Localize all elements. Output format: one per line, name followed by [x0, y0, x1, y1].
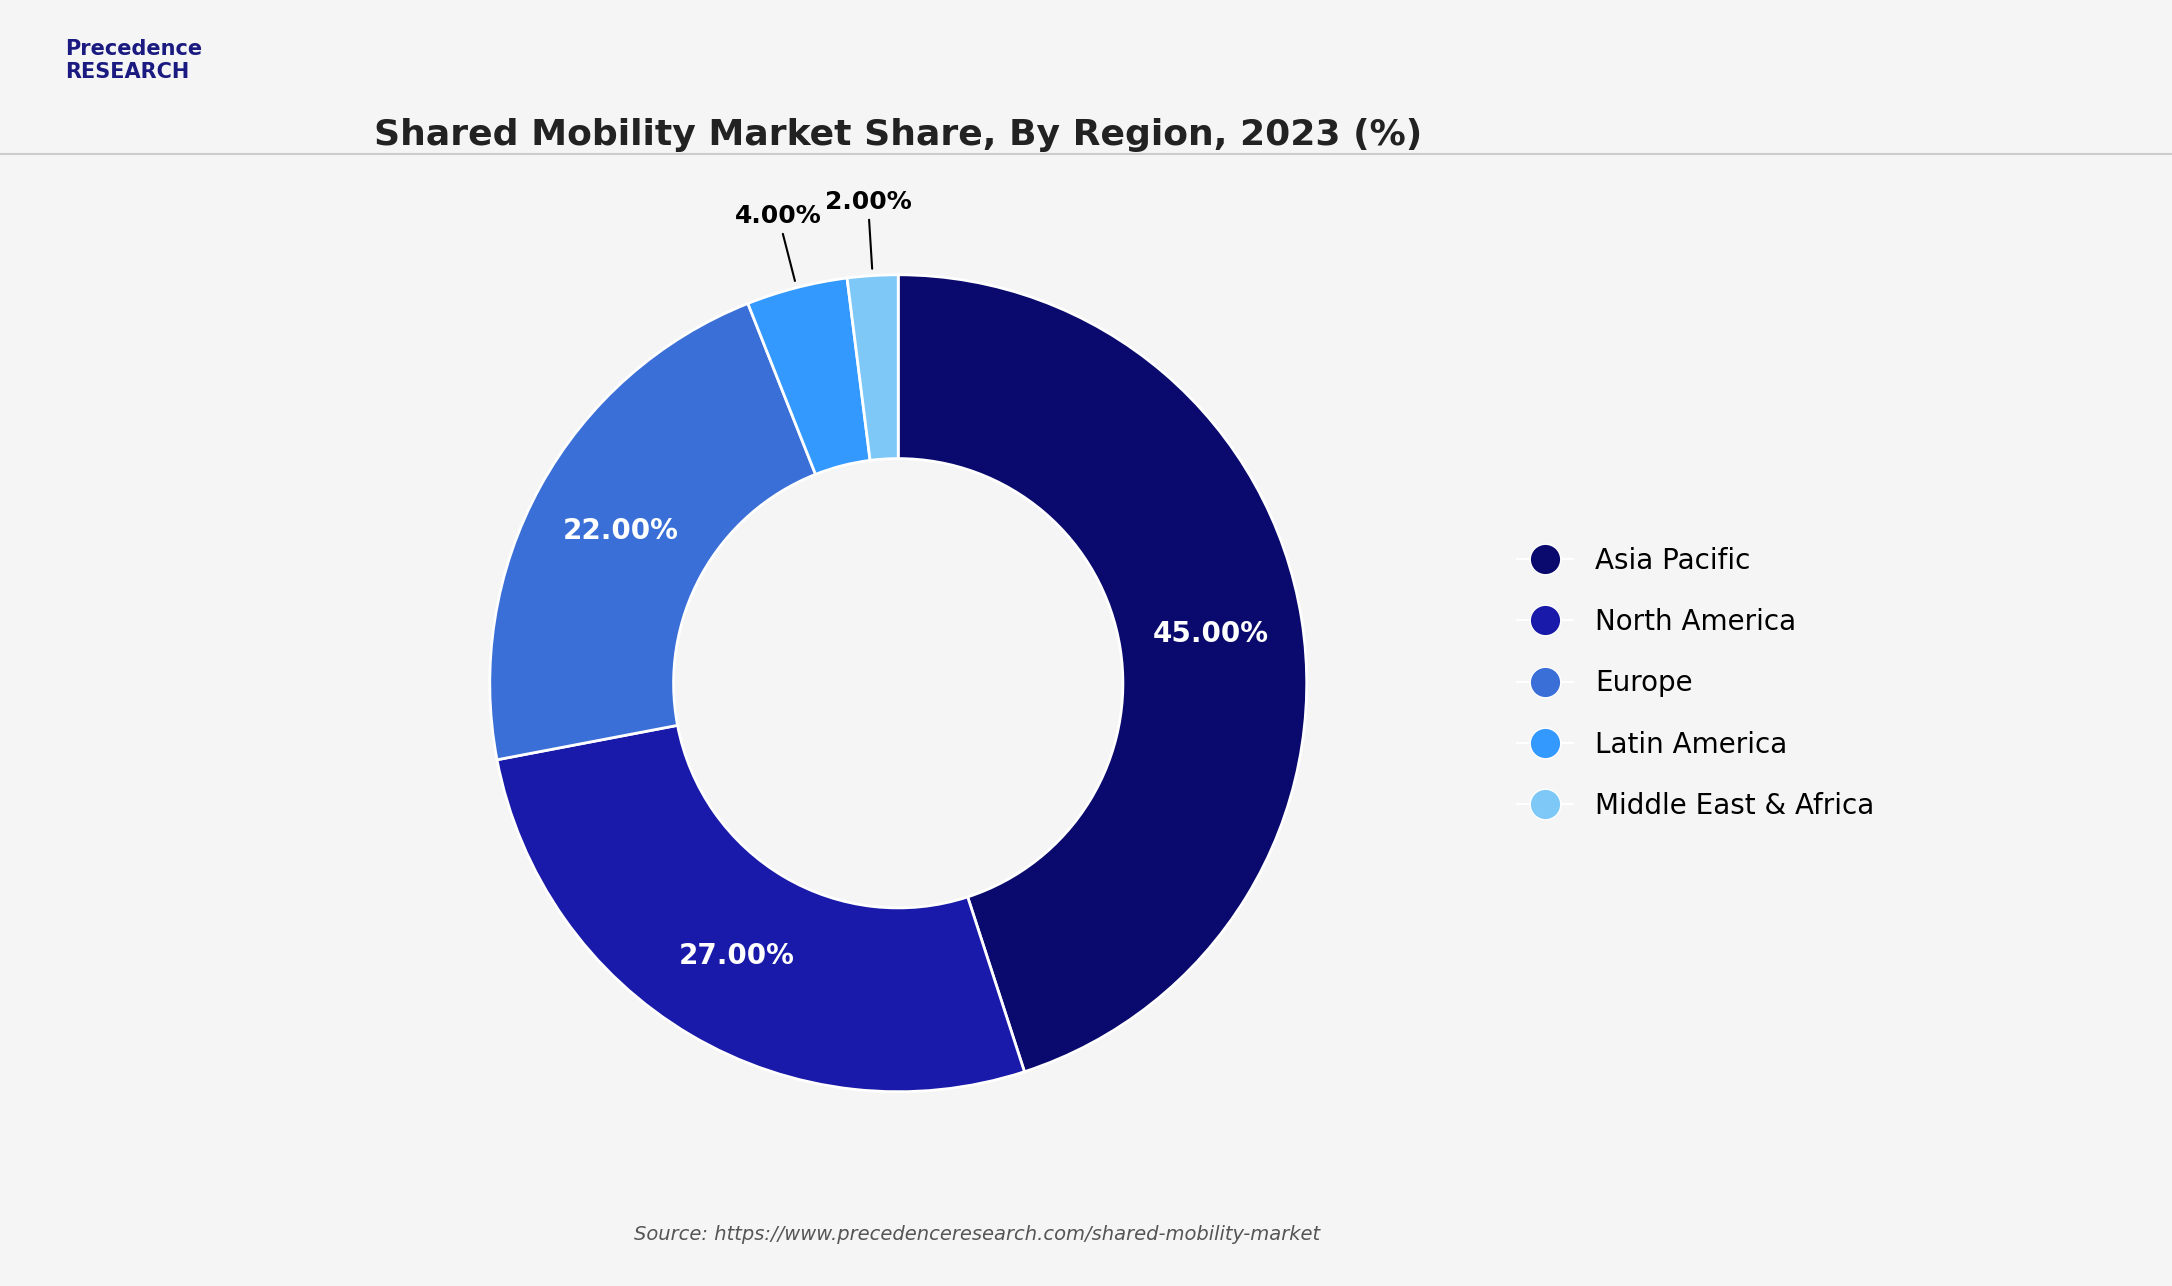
Text: 27.00%: 27.00% [680, 941, 795, 970]
Wedge shape [899, 275, 1308, 1071]
Text: Source: https://www.precedenceresearch.com/shared-mobility-market: Source: https://www.precedenceresearch.c… [634, 1226, 1321, 1244]
Wedge shape [489, 303, 814, 760]
Wedge shape [497, 725, 1025, 1092]
Text: Precedence
RESEARCH: Precedence RESEARCH [65, 39, 202, 82]
Wedge shape [747, 278, 871, 475]
Wedge shape [847, 275, 899, 460]
Legend: Asia Pacific, North America, Europe, Latin America, Middle East & Africa: Asia Pacific, North America, Europe, Lat… [1505, 535, 1885, 831]
Text: 2.00%: 2.00% [825, 190, 912, 269]
Text: 45.00%: 45.00% [1153, 620, 1268, 648]
Title: Shared Mobility Market Share, By Region, 2023 (%): Shared Mobility Market Share, By Region,… [374, 118, 1423, 152]
Text: 22.00%: 22.00% [563, 517, 680, 545]
Text: 4.00%: 4.00% [734, 204, 821, 280]
